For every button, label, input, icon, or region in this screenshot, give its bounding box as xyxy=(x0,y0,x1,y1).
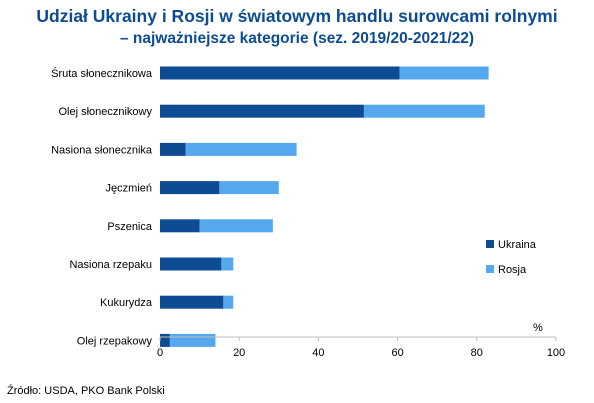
x-tick-label: 20 xyxy=(233,347,245,359)
bar-ukraina-5 xyxy=(160,257,222,271)
x-tick-label: 40 xyxy=(312,347,324,359)
category-label: Nasiona słonecznika xyxy=(51,144,153,156)
category-label: Nasiona rzepaku xyxy=(69,259,152,271)
bar-ukraina-4 xyxy=(160,219,200,233)
x-tick-label: 0 xyxy=(157,347,163,359)
bar-ukraina-0 xyxy=(160,66,400,80)
category-label: Pszenica xyxy=(107,221,153,233)
legend-label: Rosja xyxy=(498,264,527,276)
bars-layer xyxy=(160,66,489,347)
bar-ukraina-1 xyxy=(160,104,364,118)
bar-ukraina-7 xyxy=(160,333,170,347)
bar-ukraina-3 xyxy=(160,181,220,195)
bar-rosja-3 xyxy=(219,181,279,195)
bar-rosja-5 xyxy=(221,257,234,271)
category-label: Olej słonecznikowy xyxy=(58,106,152,118)
legend: Ukraina Rosja xyxy=(486,239,537,276)
chart-title: Udział Ukrainy i Rosji w światowym handl… xyxy=(36,6,558,26)
x-tick-label: 80 xyxy=(471,347,483,359)
x-tick-label: 100 xyxy=(547,347,565,359)
x-ticks: 0 20 40 60 80 100 xyxy=(157,337,565,359)
category-label: Olej rzepakowy xyxy=(77,335,153,347)
legend-label: Ukraina xyxy=(498,239,537,251)
category-label: Kukurydza xyxy=(100,297,153,309)
legend-swatch-ukraina xyxy=(486,240,494,248)
bar-rosja-7 xyxy=(169,333,216,347)
bar-rosja-6 xyxy=(223,295,234,309)
chart-subtitle: – najważniejsze kategorie (sez. 2019/20-… xyxy=(119,30,475,47)
bar-rosja-1 xyxy=(363,104,485,118)
unit-label: % xyxy=(533,322,543,334)
bar-ukraina-2 xyxy=(160,142,186,156)
source-note: Źródło: USDA, PKO Bank Polski xyxy=(7,385,165,397)
x-tick-label: 60 xyxy=(391,347,403,359)
bar-rosja-2 xyxy=(185,142,297,156)
category-labels: Śruta słonecznikowa Olej słonecznikowy Nas… xyxy=(51,67,153,347)
legend-swatch-rosja xyxy=(486,265,494,273)
category-label: Śruta słonecznikowa xyxy=(51,67,153,80)
category-label: Jęczmień xyxy=(106,183,152,195)
bar-ukraina-6 xyxy=(160,295,224,309)
bar-rosja-4 xyxy=(199,219,273,233)
bar-rosja-0 xyxy=(399,66,489,80)
